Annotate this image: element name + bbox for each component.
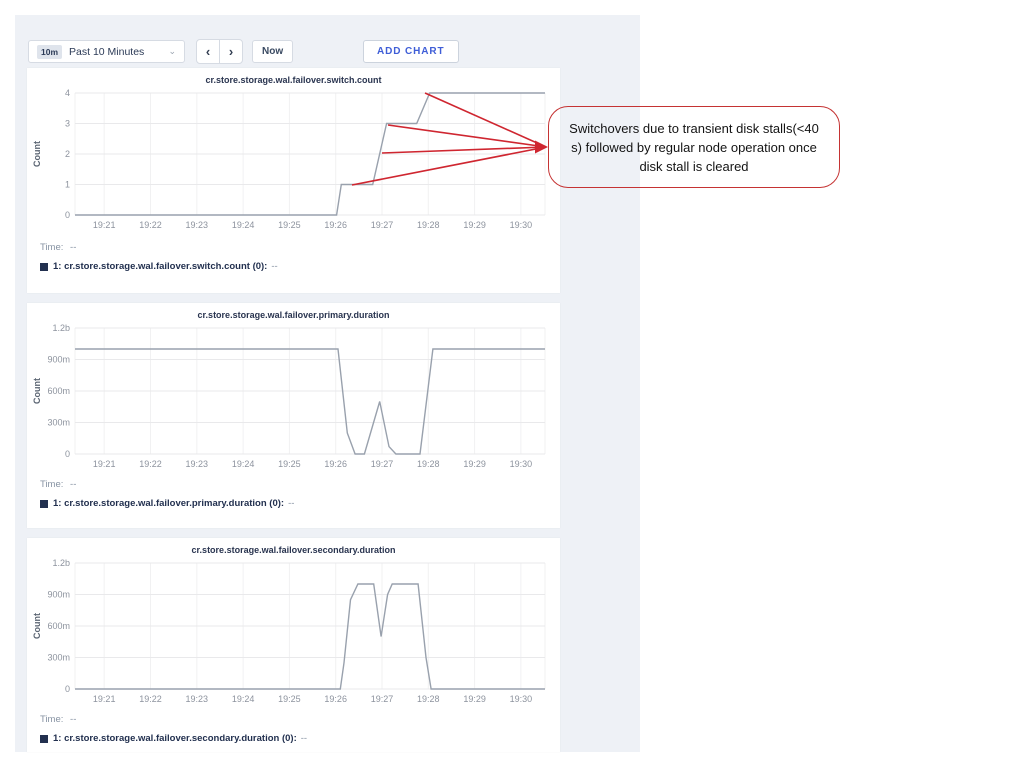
chart-legend: Time: -- 1: cr.store.storage.wal.failove… — [40, 479, 560, 509]
dashboard-panel: 10m Past 10 Minutes ⌄ ‹ › Now ADD CHART … — [15, 15, 640, 752]
svg-text:19:30: 19:30 — [510, 459, 533, 469]
chart-card-primary-duration: cr.store.storage.wal.failover.primary.du… — [27, 303, 560, 528]
svg-text:900m: 900m — [47, 355, 70, 365]
svg-text:19:23: 19:23 — [186, 459, 209, 469]
chevron-down-icon: ⌄ — [168, 46, 176, 56]
legend-series-label: 1: cr.store.storage.wal.failover.primary… — [53, 498, 285, 509]
chart-plot-primary-duration[interactable]: 19:21 19:22 19:23 19:24 19:25 19:26 19:27 19:28… — [27, 321, 560, 473]
time-range-badge: 10m — [37, 44, 63, 59]
chart-title: cr.store.storage.wal.failover.primary.du… — [197, 310, 390, 320]
svg-text:0: 0 — [65, 210, 70, 220]
chart-legend: Time: -- 1: cr.store.storage.wal.failove… — [40, 242, 560, 272]
svg-text:19:21: 19:21 — [93, 220, 116, 230]
chart-card-secondary-duration: cr.store.storage.wal.failover.secondary.… — [27, 538, 560, 752]
legend-time-value: -- — [70, 479, 77, 490]
legend-series-label: 1: cr.store.storage.wal.failover.seconda… — [53, 733, 297, 744]
svg-text:19:23: 19:23 — [186, 220, 209, 230]
svg-text:19:24: 19:24 — [232, 459, 255, 469]
legend-time-label: Time: — [40, 714, 64, 725]
svg-text:4: 4 — [65, 88, 70, 98]
svg-text:1.2b: 1.2b — [52, 323, 70, 333]
svg-text:Count: Count — [32, 378, 42, 404]
svg-text:300m: 300m — [47, 418, 70, 428]
chevron-left-icon: ‹ — [205, 44, 211, 59]
svg-text:0: 0 — [65, 449, 70, 459]
svg-text:19:29: 19:29 — [463, 459, 486, 469]
svg-text:19:21: 19:21 — [93, 694, 116, 704]
legend-series-row[interactable]: 1: cr.store.storage.wal.failover.seconda… — [40, 733, 560, 744]
legend-series-row[interactable]: 1: cr.store.storage.wal.failover.switch.… — [40, 261, 560, 272]
toolbar: 10m Past 10 Minutes ⌄ ‹ › Now ADD CHART — [15, 15, 640, 68]
legend-time-row: Time: -- — [40, 242, 560, 253]
svg-text:19:22: 19:22 — [139, 220, 162, 230]
chart-legend: Time: -- 1: cr.store.storage.wal.failove… — [40, 714, 560, 744]
svg-text:19:25: 19:25 — [278, 694, 301, 704]
svg-text:19:27: 19:27 — [371, 220, 394, 230]
series-color-swatch — [40, 499, 48, 508]
chart-plot-switch-count[interactable]: 19:21 19:22 19:23 19:24 19:25 19:26 19:27 19:28… — [27, 86, 560, 236]
svg-text:19:29: 19:29 — [463, 694, 486, 704]
svg-text:19:28: 19:28 — [417, 220, 440, 230]
chevron-right-icon: › — [228, 44, 234, 59]
legend-time-value: -- — [70, 242, 77, 253]
legend-time-label: Time: — [40, 479, 64, 490]
svg-text:3: 3 — [65, 119, 70, 129]
annotation-text: Switchovers due to transient disk stalls… — [569, 120, 819, 174]
annotation-callout: Switchovers due to transient disk stalls… — [548, 106, 840, 188]
legend-time-row: Time: -- — [40, 714, 560, 725]
svg-text:19:21: 19:21 — [93, 459, 116, 469]
svg-text:Count: Count — [32, 141, 42, 167]
svg-text:19:30: 19:30 — [510, 220, 533, 230]
svg-text:19:22: 19:22 — [139, 694, 162, 704]
time-range-label: Past 10 Minutes — [69, 45, 145, 58]
svg-text:600m: 600m — [47, 386, 70, 396]
svg-text:600m: 600m — [47, 621, 70, 631]
legend-series-row[interactable]: 1: cr.store.storage.wal.failover.primary… — [40, 498, 560, 509]
time-nav-group: ‹ › — [196, 39, 243, 64]
svg-text:2: 2 — [65, 149, 70, 159]
svg-text:19:22: 19:22 — [139, 459, 162, 469]
prev-time-button[interactable]: ‹ — [196, 39, 220, 64]
add-chart-button[interactable]: ADD CHART — [363, 40, 459, 63]
svg-text:900m: 900m — [47, 590, 70, 600]
next-time-button[interactable]: › — [219, 39, 243, 64]
svg-text:19:26: 19:26 — [324, 459, 347, 469]
svg-text:0: 0 — [65, 684, 70, 694]
chart-plot-secondary-duration[interactable]: 19:21 19:22 19:23 19:24 19:25 19:26 19:27 19:28… — [27, 556, 560, 708]
chart-card-switch-count: cr.store.storage.wal.failover.switch.cou… — [27, 68, 560, 293]
legend-series-value: -- — [300, 733, 308, 744]
svg-text:19:24: 19:24 — [232, 694, 255, 704]
svg-text:300m: 300m — [47, 653, 70, 663]
svg-text:1: 1 — [65, 180, 70, 190]
now-button[interactable]: Now — [252, 40, 294, 63]
svg-text:19:26: 19:26 — [324, 694, 347, 704]
legend-time-label: Time: — [40, 242, 64, 253]
series-color-swatch — [40, 734, 48, 743]
svg-text:1.2b: 1.2b — [52, 558, 70, 568]
series-color-swatch — [40, 262, 48, 271]
svg-text:19:24: 19:24 — [232, 220, 255, 230]
legend-series-value: -- — [288, 498, 295, 509]
legend-time-row: Time: -- — [40, 479, 560, 490]
svg-text:19:25: 19:25 — [278, 459, 301, 469]
svg-text:19:29: 19:29 — [463, 220, 486, 230]
legend-series-label: 1: cr.store.storage.wal.failover.switch.… — [53, 261, 268, 272]
svg-text:19:25: 19:25 — [278, 220, 301, 230]
svg-text:19:26: 19:26 — [324, 220, 347, 230]
chart-title: cr.store.storage.wal.failover.secondary.… — [191, 545, 396, 555]
legend-time-value: -- — [70, 714, 77, 725]
svg-text:19:27: 19:27 — [371, 459, 394, 469]
svg-text:19:23: 19:23 — [186, 694, 209, 704]
svg-text:Count: Count — [32, 613, 42, 639]
svg-text:19:28: 19:28 — [417, 694, 440, 704]
svg-text:19:27: 19:27 — [371, 694, 394, 704]
legend-series-value: -- — [271, 261, 278, 272]
svg-text:19:30: 19:30 — [510, 694, 533, 704]
chart-title: cr.store.storage.wal.failover.switch.cou… — [205, 75, 382, 85]
svg-text:19:28: 19:28 — [417, 459, 440, 469]
time-range-dropdown[interactable]: 10m Past 10 Minutes ⌄ — [28, 40, 185, 63]
